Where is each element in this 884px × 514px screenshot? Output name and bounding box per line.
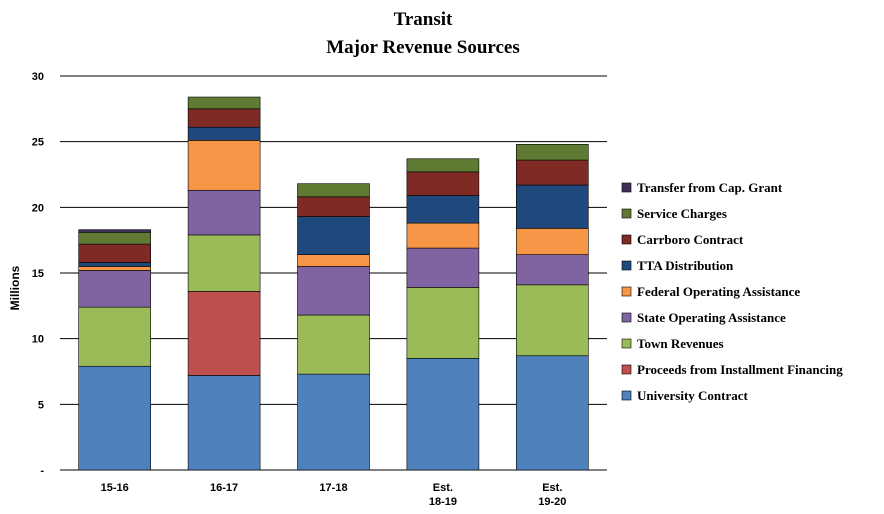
x-axis-ticks: 15-16 16-17 17-18 Est. 18-19 Est. 19-20 (101, 482, 567, 508)
legend-swatch (621, 182, 632, 193)
bar-segment-tta-distribution (406, 195, 480, 224)
bar-segment-tta-distribution (187, 126, 261, 141)
legend-label: State Operating Assistance (637, 310, 786, 325)
bar-segment-transfer-from-cap-grant (78, 229, 151, 233)
bar-segment-tta-distribution (515, 184, 589, 229)
bar-segment-federal-operating-assistance (187, 140, 261, 191)
bar-segment-service-charges (187, 96, 261, 110)
chart-title-line-1: Transit (394, 9, 453, 30)
bar-segment-carrboro-contract (515, 159, 589, 186)
bar-segment-carrboro-contract (187, 108, 261, 128)
legend-label: Proceeds from Installment Financing (637, 362, 843, 377)
bar-segment-town-revenues (78, 306, 151, 367)
bar-segment-federal-operating-assistance (78, 266, 151, 271)
legend-swatch (621, 260, 632, 271)
legend-swatch (621, 312, 632, 323)
bar-segment-carrboro-contract (406, 171, 480, 196)
y-axis-label: Millions (8, 265, 22, 310)
x-tick-label: Est. 19-20 (538, 482, 566, 508)
bar-segment-state-operating-assistance (187, 189, 261, 236)
bar-segment-state-operating-assistance (515, 254, 589, 286)
bar-segment-federal-operating-assistance (297, 254, 370, 267)
bar-segment-town-revenues (297, 314, 370, 375)
bar-segment-university-contract (406, 358, 480, 471)
x-tick-label: 15-16 (101, 482, 129, 494)
legend-label: Transfer from Cap. Grant (637, 180, 783, 195)
bar-segment-university-contract (78, 365, 151, 471)
bar-segment-town-revenues (187, 234, 261, 292)
legend-label: University Contract (637, 388, 749, 403)
bar-segment-university-contract (297, 373, 370, 471)
legend-swatch (621, 364, 632, 375)
bar-segment-federal-operating-assistance (406, 222, 480, 249)
y-tick-label: 10 (32, 334, 44, 346)
y-axis-ticks: - 5 10 15 20 25 30 (32, 71, 45, 477)
x-tick-label: 17-18 (319, 482, 347, 494)
y-tick-label: 15 (32, 268, 44, 280)
legend-label: Carrboro Contract (637, 232, 744, 247)
x-tick-label: 16-17 (210, 482, 238, 494)
legend-label: Service Charges (637, 206, 727, 221)
bar-segment-service-charges (515, 143, 589, 161)
bar-segment-state-operating-assistance (78, 270, 151, 308)
bar-segment-state-operating-assistance (406, 247, 480, 288)
legend-label: TTA Distribution (637, 258, 734, 273)
bar-segment-federal-operating-assistance (515, 228, 589, 255)
y-tick-label: 30 (32, 71, 44, 83)
y-tick-label: 20 (32, 202, 44, 214)
legend-label: Town Revenues (637, 336, 724, 351)
chart-title-line-2: Major Revenue Sources (326, 37, 520, 58)
legend-swatch (621, 286, 632, 297)
legend-label: Federal Operating Assistance (637, 284, 800, 299)
bar-segment-tta-distribution (297, 216, 370, 255)
bar-segment-university-contract (515, 355, 589, 471)
bars (78, 96, 589, 471)
legend-swatch (621, 390, 632, 401)
y-tick-label: 25 (32, 137, 44, 149)
bar-segment-service-charges (78, 231, 151, 245)
bar-segment-state-operating-assistance (297, 266, 370, 316)
legend-swatch (621, 338, 632, 349)
bar-segment-university-contract (187, 375, 261, 471)
bar-segment-town-revenues (515, 284, 589, 357)
bar-segment-service-charges (406, 158, 480, 173)
y-tick-label: 5 (38, 399, 44, 411)
bar-segment-tta-distribution (78, 262, 151, 267)
legend-swatch (621, 234, 632, 245)
x-tick-label: Est. 18-19 (429, 482, 457, 508)
y-tick-label: - (40, 465, 44, 477)
legend: Transfer from Cap. Grant Service Charges C… (621, 180, 843, 403)
bar-segment-proceeds-from-installment-financing (187, 291, 261, 376)
bar-segment-carrboro-contract (78, 243, 151, 263)
bar-segment-carrboro-contract (297, 196, 370, 217)
bar-segment-service-charges (297, 183, 370, 198)
bar-segment-town-revenues (406, 287, 480, 359)
legend-swatch (621, 208, 632, 219)
